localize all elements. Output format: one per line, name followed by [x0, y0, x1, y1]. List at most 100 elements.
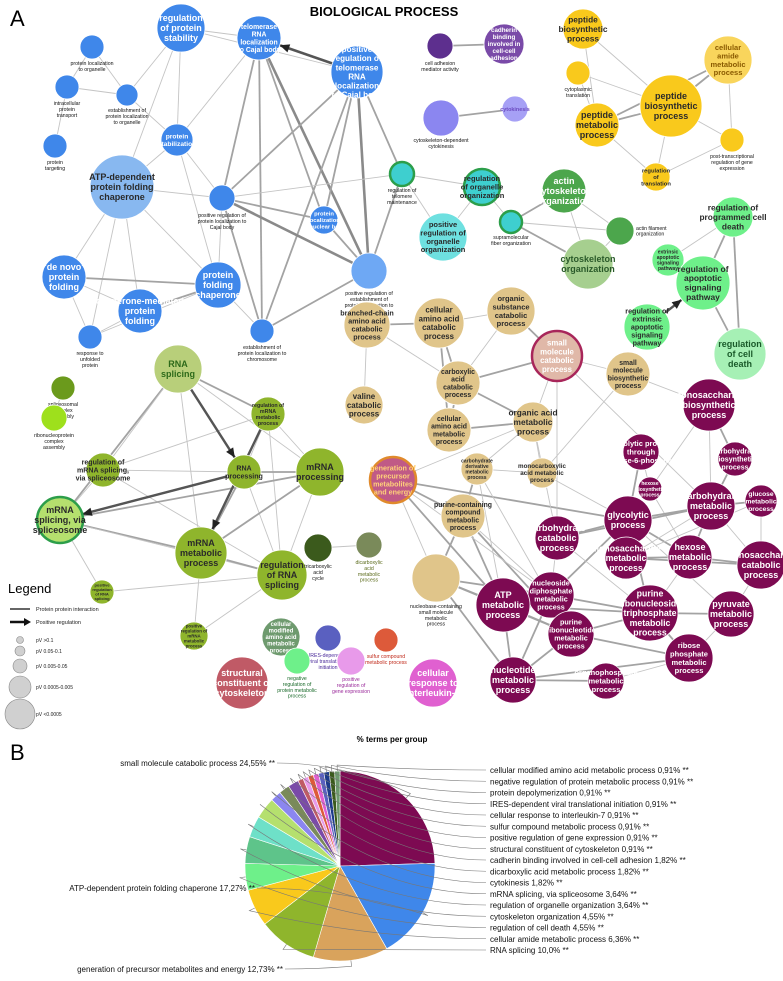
node-n80[interactable]: carbohydrate catabolic process	[528, 515, 586, 561]
node-n72[interactable]: generation of precursor metabolites and ene…	[368, 455, 418, 505]
node-n46[interactable]: RNA processing	[225, 454, 263, 490]
node-n89[interactable]: purine ribonucleotide metabolic process	[546, 610, 596, 658]
node-n18[interactable]: regulation of telomere maintenance	[387, 160, 417, 206]
node-n54[interactable]: dicarboxylic acid metabolic process	[355, 531, 383, 584]
node-n81[interactable]: glycolytic process	[603, 495, 653, 545]
node-n41[interactable]: RNA splicing	[153, 344, 203, 394]
node-n11[interactable]: protein localization to nuclear body	[302, 205, 346, 235]
node-n1[interactable]: protein localization to organelle	[71, 34, 114, 73]
node-n56[interactable]: IRES-dependent viral translational initiat…	[309, 624, 348, 671]
node-n74[interactable]: purine-containing compound metabolic proces…	[434, 493, 492, 539]
node-n4[interactable]: positive regulation of telomerase RNA locali…	[330, 45, 384, 100]
node-n29[interactable]: peptide biosynthetic process	[558, 8, 608, 50]
node-n35[interactable]: post-transcriptional regulation of gene ex…	[710, 127, 754, 172]
pie-label: regulation of cell death 4,55% **	[490, 924, 604, 933]
node-n8[interactable]: protein stabilization	[158, 123, 196, 157]
node-n14[interactable]: chaperone-mediated protein folding	[96, 288, 184, 334]
node-n24[interactable]: positive regulation of organelle organizati…	[418, 212, 468, 262]
node-label-line: metabolic	[180, 548, 222, 558]
node-n78[interactable]: carbohydrate biosynthetic process	[713, 441, 758, 477]
node-n50[interactable]: regulation of RNA splicing	[256, 549, 308, 601]
node-n30[interactable]: cellular amide metabolic process	[703, 35, 753, 85]
node-n3[interactable]: telomerase RNA localization to Cajal body	[236, 15, 282, 61]
node-n64[interactable]: organic substance catabolic process	[486, 286, 536, 336]
pie-slice[interactable]	[339, 862, 436, 950]
node-n6[interactable]: establishment of protein localization to o…	[106, 83, 149, 126]
node-n20[interactable]: cadherin binding involved in cell-cell adhes…	[483, 23, 525, 65]
node-n92[interactable]: nucleotide metabolic process	[489, 656, 537, 704]
node-n58[interactable]: structural constituent of cytoskeleton	[212, 656, 273, 710]
node-n83[interactable]: carbohydrate metabolic process	[682, 481, 740, 531]
node-label-line: process	[714, 68, 743, 77]
node-n87[interactable]: monosaccharidecatabolicprocess	[725, 540, 783, 590]
node-n16[interactable]: response to unfolded protein	[76, 324, 104, 369]
node-n76[interactable]: monosaccharide biosynthetic process	[673, 378, 745, 432]
node-n66[interactable]: valine catabolic process	[344, 385, 384, 425]
node-n86[interactable]: monosaccharide metabolic process	[591, 536, 661, 580]
node-label-line: catabolic	[347, 401, 382, 410]
node-n40[interactable]: regulation of cell death	[713, 327, 767, 381]
node-n25[interactable]: supramolecular fiber organization	[491, 209, 531, 247]
node-label-line: mRNA	[306, 462, 334, 472]
node-n38[interactable]: regulation of apoptotic signaling pathway	[675, 255, 731, 311]
node-n82[interactable]: hexose metabolic process	[667, 534, 713, 580]
node-n59[interactable]: negative regulation of protein metabolic pr…	[277, 647, 317, 700]
node-n31[interactable]: cytoplasmic translation	[564, 60, 592, 99]
node-n67[interactable]: carboxylic acid catabolic process	[435, 360, 481, 406]
node-n88[interactable]: ATP metabolic process	[475, 577, 531, 633]
node-n27[interactable]: actin filament organization	[605, 216, 667, 246]
node-n55[interactable]: cellular modified amino acid metabolic proce…	[261, 617, 301, 657]
node-n7[interactable]: protein targeting	[42, 133, 68, 172]
node-n23[interactable]: regulation of organelle organization	[460, 167, 505, 207]
node-n93[interactable]: organophosphate metabolic process	[574, 662, 638, 700]
node-n34[interactable]: regulation of translation	[641, 162, 671, 192]
node-n2[interactable]: regulation of protein stability	[156, 3, 206, 53]
node-n48[interactable]: mRNA splicing, via spliceosome	[33, 495, 88, 545]
node-n13[interactable]: protein folding chaperone	[194, 261, 242, 309]
node-n45[interactable]: regulation of mRNA splicing, via spliceoso…	[76, 452, 131, 488]
node-label-line: process	[592, 685, 621, 694]
node-n75[interactable]: nucleobase-containing small molecule metab…	[410, 553, 462, 628]
node-n17[interactable]: establishment of protein localization to c…	[238, 318, 287, 363]
node-n69[interactable]: cellular amino acid metabolic process	[426, 407, 472, 453]
node-n84[interactable]: glucose metabolic process	[744, 484, 778, 518]
node-n26[interactable]: actin cytoskeleton organization	[536, 168, 592, 214]
node-n52[interactable]: positive regulation of mRNA metabolic proces…	[179, 621, 209, 651]
node-n22[interactable]: cytokinesis	[500, 95, 530, 123]
node-n49[interactable]: mRNA metabolic process	[174, 526, 228, 580]
node-n19[interactable]: cell adhesion mediator activity	[421, 32, 459, 73]
node-n77[interactable]: glycolytic process through glucose-6-phosp…	[603, 433, 679, 471]
node-n33[interactable]: peptide metabolic process	[574, 102, 620, 148]
node-circle	[686, 481, 736, 531]
node-n90[interactable]: purine ribonucleoside triphosphate metaboli…	[619, 584, 681, 642]
node-n44[interactable]: regulation of mRNA metabolic process	[250, 396, 286, 432]
node-n21[interactable]: cytoskeleton-dependent cytokinesis	[413, 99, 469, 150]
node-n63[interactable]: cellular amino acid catabolic process	[413, 297, 465, 349]
node-n61[interactable]: cellular response to interleukin-7	[406, 658, 460, 708]
node-n71[interactable]: monocarboxylic acid metabolic process	[518, 457, 566, 489]
node-n73[interactable]: carbohydrate derivative metabolic process	[460, 452, 494, 486]
node-n62[interactable]: branched-chain amino acid catabolic process	[340, 301, 394, 349]
node-n12[interactable]: 'de novo' protein folding	[41, 254, 87, 300]
node-n43[interactable]: ribonucleoprotein complex assembly	[34, 404, 74, 451]
node-n32[interactable]: peptide biosynthetic process	[639, 74, 703, 138]
node-n65[interactable]: small molecule catabolic process	[530, 329, 584, 383]
node-n57[interactable]: sulfur compound metabolic process	[365, 627, 407, 666]
node-n85[interactable]: nucleoside diphosphate metabolic process	[527, 571, 575, 619]
node-n39[interactable]: regulation of extrinsic apoptotic signaling…	[623, 303, 671, 351]
node-n94[interactable]: ribose phosphate metabolic process	[664, 633, 714, 683]
node-n70[interactable]: organic acid metabolic process	[508, 401, 558, 443]
node-n28[interactable]: cytoskeleton organization	[560, 238, 616, 290]
node-n79[interactable]: hexose biosynthetic process	[635, 476, 665, 502]
node-n37[interactable]: extrinsic apoptotic signaling pathway	[651, 243, 685, 277]
node-n5[interactable]: intracellular protein transport	[54, 74, 81, 119]
node-n36[interactable]: regulation of programmed cell death	[699, 196, 767, 238]
node-n9[interactable]: ATP-dependent protein folding chaperone	[89, 154, 155, 220]
node-n10[interactable]: positive regulation of protein localizati…	[198, 184, 247, 231]
node-n51[interactable]: positive regulation of RNA splicing	[89, 579, 115, 605]
node-n60[interactable]: positive regulation of gene expression	[332, 646, 370, 695]
node-n53[interactable]: tricarboxylic acid cycle	[303, 533, 333, 582]
node-n68[interactable]: small molecule biosynthetic process	[605, 351, 651, 397]
node-n47[interactable]: mRNA processing	[295, 447, 345, 497]
node-n91[interactable]: pyruvate metabolic process	[707, 590, 755, 638]
